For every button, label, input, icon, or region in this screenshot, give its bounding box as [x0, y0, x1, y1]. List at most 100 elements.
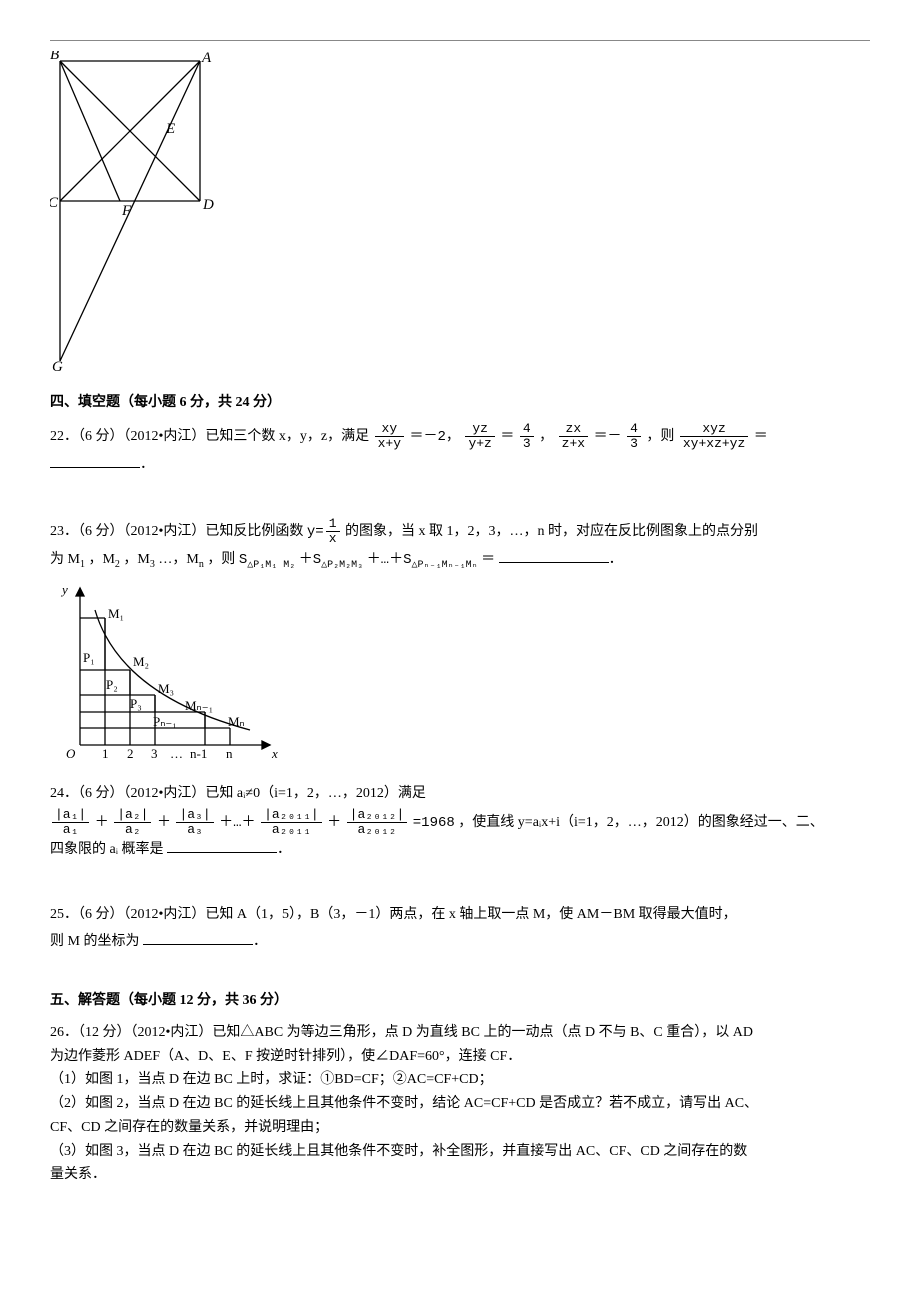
q23-blank	[499, 548, 609, 563]
q23-plus2: ＋…＋S	[367, 552, 412, 568]
q24-line3: 四象限的 aᵢ 概率是	[50, 842, 164, 857]
q25-text2: 则 M 的坐标为	[50, 934, 139, 949]
q23-subn: n	[199, 558, 204, 569]
svg-text:y: y	[60, 582, 68, 597]
q23-part3c: ，M	[123, 552, 149, 567]
section-5-title: 五、解答题（每小题 12 分，共 36 分）	[50, 988, 870, 1015]
q26-l3: （1）如图 1，当点 D 在边 BC 上时，求证：①BD=CF；②AC=CF+C…	[50, 1072, 493, 1087]
q22-frac1: xyx+y	[375, 422, 404, 452]
q26-l4: （2）如图 2，当点 D 在边 BC 的延长线上且其他条件不变时，结论 AC=C…	[50, 1096, 758, 1111]
figure-q21: B A C D E F G	[50, 51, 870, 382]
q26-l6: （3）如图 3，当点 D 在边 BC 的延长线上且其他条件不变时，补全图形，并直…	[50, 1144, 747, 1159]
svg-text:M₁: M₁	[108, 606, 124, 621]
q23-part3d: …，M	[158, 552, 198, 567]
svg-text:n: n	[226, 746, 233, 760]
q23-func: 1x	[326, 517, 340, 547]
svg-text:M₃: M₃	[158, 681, 174, 696]
svg-text:Mₙ: Mₙ	[228, 714, 245, 729]
q22-frac3: zxz+x	[559, 422, 588, 452]
q24-t3: |a₃|a₃	[176, 808, 213, 838]
q22-prefix: 22．（6 分）（2012•内江）已知三个数 x，y，z，满足	[50, 429, 369, 444]
svg-text:M₂: M₂	[133, 654, 149, 669]
q22-eq2-mid: ＝	[500, 429, 514, 445]
q25-tail: ．	[253, 934, 267, 949]
q22-frac2: yzy+z	[465, 422, 494, 452]
svg-text:…: …	[170, 746, 183, 760]
q22-blank	[50, 453, 140, 468]
q23-part2: 的图象，当 x 取 1，2，3，…，n 时，对应在反比例图象上的点分别	[345, 524, 758, 539]
q25-blank	[143, 930, 253, 945]
svg-text:2: 2	[127, 746, 134, 760]
hyperbola-figure: y x O 1 2 3 … n-1 n M₁ M₂ M₃ Mₙ₋₁ Mₙ P₁ …	[50, 580, 285, 760]
svg-text:1: 1	[102, 746, 109, 760]
q23-tri2: △P₂M₂M₃	[321, 559, 363, 570]
svg-text:x: x	[271, 746, 278, 760]
q24-t2: |a₂|a₂	[114, 808, 151, 838]
svg-text:F: F	[121, 203, 132, 219]
q24-p1: ＋	[95, 815, 109, 831]
q23-tail: ．	[609, 552, 623, 567]
svg-text:C: C	[50, 195, 59, 211]
q24-p3: ＋	[327, 815, 341, 831]
q22-tail: ＝	[754, 429, 768, 444]
q22-tail2: ．	[140, 457, 154, 472]
q24-rhs: =1968	[413, 815, 455, 831]
svg-text:3: 3	[151, 746, 158, 760]
question-23: 23．（6 分）（2012•内江）已知反比例函数 y=1x 的图象，当 x 取 …	[50, 517, 870, 574]
q23-part3a: 为 M	[50, 552, 80, 567]
q26-l1: 26．（12 分）（2012•内江）已知△ABC 为等边三角形，点 D 为直线 …	[50, 1025, 753, 1040]
svg-text:G: G	[52, 359, 63, 371]
q24-t1: |a₁|a₁	[52, 808, 89, 838]
q23-part3e: ，则	[207, 552, 235, 567]
q23-sub1: 1	[80, 558, 85, 569]
q26-l7: 量关系．	[50, 1167, 106, 1182]
q23-tri1: △P₁M₁ M₂	[247, 559, 295, 570]
q23-sub3: 3	[150, 558, 155, 569]
q24-tail1: ，使直线 y=aᵢx+i（i=1，2，…，2012）的图象经过一、二、	[458, 815, 823, 830]
q22-frac2r: 43	[520, 422, 534, 452]
svg-text:A: A	[201, 51, 212, 66]
question-22: 22．（6 分）（2012•内江）已知三个数 x，y，z，满足 xyx+y ＝－…	[50, 422, 870, 478]
q23-eq: ＝	[481, 552, 495, 567]
section-4-title: 四、填空题（每小题 6 分，共 24 分）	[50, 390, 870, 417]
q23-S1: S	[239, 552, 247, 568]
q23-func-pre: y=	[307, 524, 324, 540]
q23-part1: 23．（6 分）（2012•内江）已知反比例函数	[50, 524, 303, 539]
q23-tri3: △Pₙ₋₁Mₙ₋₁Mₙ	[412, 559, 478, 570]
top-rule	[50, 40, 870, 41]
question-25: 25．（6 分）（2012•内江）已知 A（1，5），B（3，－1）两点，在 x…	[50, 902, 870, 955]
q23-plus: ＋S	[299, 552, 321, 568]
svg-text:P₁: P₁	[83, 650, 95, 665]
q22-eq1-rhs: ＝－2，	[410, 429, 460, 445]
svg-text:n-1: n-1	[190, 746, 207, 760]
svg-text:E: E	[165, 121, 175, 137]
svg-text:Pₙ₋₁: Pₙ₋₁	[153, 714, 177, 729]
question-24: 24．（6 分）（2012•内江）已知 aᵢ≠0（i=1，2，…，2012）满足…	[50, 781, 870, 864]
q24-line1: 24．（6 分）（2012•内江）已知 aᵢ≠0（i=1，2，…，2012）满足	[50, 786, 426, 801]
q23-sub2: 2	[115, 558, 120, 569]
q22-ans: xyzxy+xz+yz	[680, 422, 748, 452]
q23-part3b: ，M	[88, 552, 114, 567]
svg-text:P₂: P₂	[106, 677, 118, 692]
svg-text:D: D	[202, 197, 214, 213]
svg-text:O: O	[66, 746, 76, 760]
geometry-figure-1: B A C D E F G	[50, 51, 215, 371]
question-26: 26．（12 分）（2012•内江）已知△ABC 为等边三角形，点 D 为直线 …	[50, 1021, 870, 1188]
q24-tail2: ．	[277, 842, 291, 857]
q26-l5: CF、CD 之间存在的数量关系，并说明理由；	[50, 1120, 328, 1135]
figure-q23: y x O 1 2 3 … n-1 n M₁ M₂ M₃ Mₙ₋₁ Mₙ P₁ …	[50, 580, 870, 771]
q22-eq3-tail: ，则	[646, 429, 674, 444]
q24-p2: ＋	[157, 815, 171, 831]
q24-t2011: |a₂₀₁₁|a₂₀₁₁	[261, 808, 322, 838]
svg-text:B: B	[50, 51, 59, 63]
q22-eq3-mid: ＝－	[594, 429, 622, 445]
q24-blank	[167, 838, 277, 853]
q26-l2: 为边作菱形 ADEF（A、D、E、F 按逆时针排列），使∠DAF=60°，连接 …	[50, 1049, 521, 1064]
q22-frac3r: 43	[627, 422, 641, 452]
q22-eq2-tail: ，	[539, 429, 553, 445]
q24-t2012: |a₂₀₁₂|a₂₀₁₂	[347, 808, 408, 838]
q25-text1: 25．（6 分）（2012•内江）已知 A（1，5），B（3，－1）两点，在 x…	[50, 907, 737, 922]
svg-text:P₃: P₃	[130, 696, 142, 711]
q24-dots: ＋…＋	[219, 815, 255, 831]
svg-text:Mₙ₋₁: Mₙ₋₁	[185, 698, 213, 713]
